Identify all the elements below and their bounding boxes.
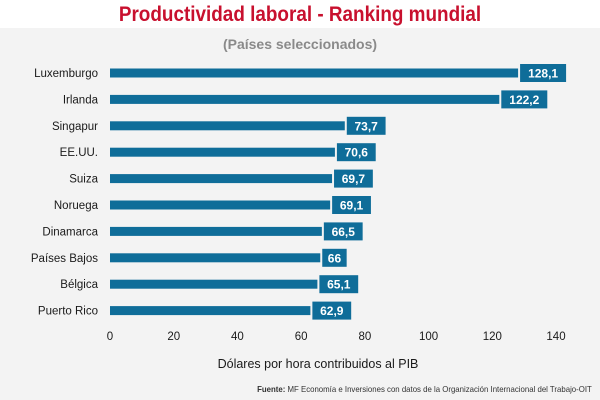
category-label: Suiza <box>69 174 98 186</box>
value-label: 69,1 <box>340 199 364 213</box>
value-label: 69,7 <box>342 172 366 186</box>
bar <box>110 226 322 236</box>
category-label: Luxemburgo <box>34 68 98 80</box>
value-label: 73,7 <box>355 119 379 133</box>
x-tick-label: 100 <box>419 331 438 343</box>
bar <box>110 174 333 184</box>
bar <box>110 147 335 157</box>
bar <box>110 306 311 316</box>
source-text: MF Economía e Inversiones con datos de l… <box>285 384 592 394</box>
bar <box>110 94 500 104</box>
x-tick-label: 20 <box>167 331 180 343</box>
value-label: 66 <box>328 251 342 265</box>
title-band <box>0 0 600 28</box>
value-label-box <box>323 222 363 241</box>
value-label: 66,5 <box>332 225 356 239</box>
category-label: Puerto Rico <box>38 306 98 318</box>
category-label: Irlanda <box>63 94 99 106</box>
value-label-box <box>520 64 567 82</box>
bar <box>110 279 318 289</box>
value-label-box <box>322 248 347 267</box>
value-label: 122,2 <box>509 93 539 107</box>
value-label-box <box>336 143 376 162</box>
category-label: Singapur <box>52 121 98 133</box>
x-tick-label: 0 <box>107 331 113 343</box>
bar <box>110 200 331 210</box>
value-label-box <box>312 301 352 320</box>
x-tick-label: 60 <box>295 331 308 343</box>
bar <box>110 253 321 263</box>
x-tick-label: 80 <box>358 331 371 343</box>
x-tick-label: 140 <box>546 331 565 343</box>
category-label: EE.UU. <box>60 147 98 159</box>
source-label: Fuente: <box>257 384 286 394</box>
category-label: Bélgica <box>60 279 98 291</box>
x-tick-label: 40 <box>231 331 244 343</box>
value-label-box <box>334 169 373 188</box>
bar <box>110 121 345 131</box>
value-label: 128,1 <box>528 67 558 81</box>
value-label-box <box>319 275 359 294</box>
value-label: 62,9 <box>320 304 344 318</box>
value-label: 70,6 <box>345 146 369 160</box>
value-label-box <box>346 116 386 135</box>
value-label-box <box>501 90 548 109</box>
category-label: Países Bajos <box>31 253 98 265</box>
x-axis-label: Dólares por hora contribuidos al PIB <box>218 357 419 371</box>
bar <box>110 68 519 78</box>
value-label-box <box>332 196 371 214</box>
x-tick-label: 120 <box>483 331 502 343</box>
value-label: 65,1 <box>327 278 351 292</box>
category-label: Dinamarca <box>42 226 98 238</box>
chart-subtitle: (Países seleccionados) <box>222 36 378 52</box>
category-label: Noruega <box>54 200 99 212</box>
chart-title: Productividad laboral - Ranking mundial <box>118 3 482 26</box>
source-note: Fuente: MF Economía e Inversiones con da… <box>257 384 592 394</box>
